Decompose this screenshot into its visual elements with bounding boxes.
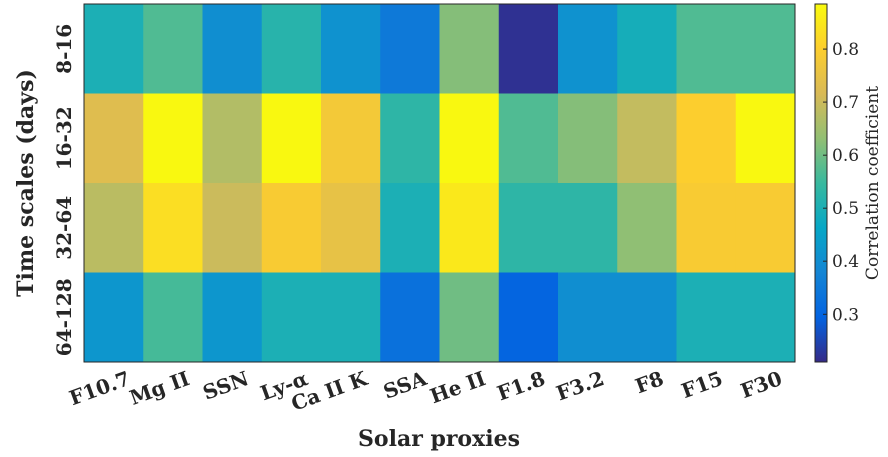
heatmap-cell xyxy=(321,93,381,184)
heatmap-cell xyxy=(735,93,796,184)
heatmap-cell xyxy=(676,272,737,363)
x-tick-label: F3.2 xyxy=(553,366,607,405)
heatmap-cell xyxy=(498,4,559,94)
heatmap-cell xyxy=(498,183,559,273)
heatmap-cell xyxy=(143,4,203,94)
x-tick-label: Mg II xyxy=(126,366,192,410)
heatmap-cell xyxy=(380,272,440,363)
colorbar-tick-label: 0.8 xyxy=(832,40,859,60)
colorbar-ticks: 0.3 0.4 0.5 0.6 0.7 0.8 xyxy=(823,40,859,325)
heatmap-cell xyxy=(84,93,144,184)
y-tick-label: 16-32 xyxy=(52,106,76,170)
heatmap-cell xyxy=(380,4,440,94)
heatmap-cell xyxy=(735,4,796,94)
x-tick-label: SSN xyxy=(200,366,252,405)
heatmap-cell xyxy=(380,93,440,184)
x-tick-label: SSA xyxy=(380,366,430,404)
colorbar-tick-label: 0.6 xyxy=(832,146,859,166)
heatmap-cell xyxy=(143,272,203,363)
heatmap-cell xyxy=(439,183,500,273)
heatmap-cell xyxy=(498,93,559,184)
heatmap-cell xyxy=(676,183,737,273)
heatmap-cell xyxy=(558,4,618,94)
heatmap-cell xyxy=(735,272,796,363)
heatmap-cell xyxy=(143,93,203,184)
heatmap-cell xyxy=(84,183,144,273)
heatmap-cell xyxy=(558,272,618,363)
heatmap-cell xyxy=(380,183,440,273)
heatmap-cell xyxy=(202,272,263,363)
y-tick-labels: 8-16 16-32 32-64 64-128 xyxy=(52,24,76,356)
heatmap-cell xyxy=(558,93,618,184)
heatmap-cell xyxy=(617,183,677,273)
heatmap-cell xyxy=(439,272,500,363)
heatmap-cell xyxy=(617,93,677,184)
heatmap-cell xyxy=(202,4,263,94)
heatmap-cell xyxy=(143,183,203,273)
heatmap-cell xyxy=(617,272,677,363)
x-tick-label: F1.8 xyxy=(494,366,548,405)
heatmap-cell xyxy=(202,93,263,184)
heatmap-cell xyxy=(676,93,737,184)
colorbar-label: Correlation coefficient xyxy=(863,86,883,280)
x-tick-label: F30 xyxy=(737,366,785,403)
colorbar xyxy=(814,3,828,363)
y-axis-label: Time scales (days) xyxy=(13,69,39,297)
x-tick-label: He II xyxy=(427,366,489,408)
x-axis-label: Solar proxies xyxy=(358,426,520,452)
heatmap-cell xyxy=(321,183,381,273)
plot-frame xyxy=(83,3,796,363)
x-tick-label: F15 xyxy=(678,366,726,403)
heatmap-cell xyxy=(84,4,144,94)
y-tick-label: 32-64 xyxy=(52,196,76,260)
heatmap-cell xyxy=(676,4,737,94)
y-tick-label: 64-128 xyxy=(52,278,76,356)
heatmap-cell xyxy=(439,93,500,184)
heatmap-cell xyxy=(617,4,677,94)
colorbar-tick-label: 0.5 xyxy=(832,199,859,219)
x-tick-label: F8 xyxy=(632,366,667,398)
heatmap-cell xyxy=(84,272,144,363)
heatmap-cell xyxy=(261,183,322,273)
heatmap-cell xyxy=(261,272,322,363)
heatmap-cell xyxy=(261,93,322,184)
colorbar-tick-label: 0.4 xyxy=(832,252,859,272)
heatmap-cell xyxy=(735,183,796,273)
colorbar-tick-label: 0.7 xyxy=(832,93,859,113)
x-tick-label: F10.7 xyxy=(66,366,133,410)
heatmap-cell xyxy=(439,4,500,94)
heatmap-cell xyxy=(498,272,559,363)
heatmap-cell xyxy=(202,183,263,273)
heatmap-cell xyxy=(321,4,381,94)
heatmap-cells xyxy=(84,4,796,363)
heatmap-cell xyxy=(261,4,322,94)
colorbar-tick-label: 0.3 xyxy=(832,305,859,325)
y-tick-label: 8-16 xyxy=(52,24,76,74)
heatmap-cell xyxy=(558,183,618,273)
heatmap-cell xyxy=(321,272,381,363)
